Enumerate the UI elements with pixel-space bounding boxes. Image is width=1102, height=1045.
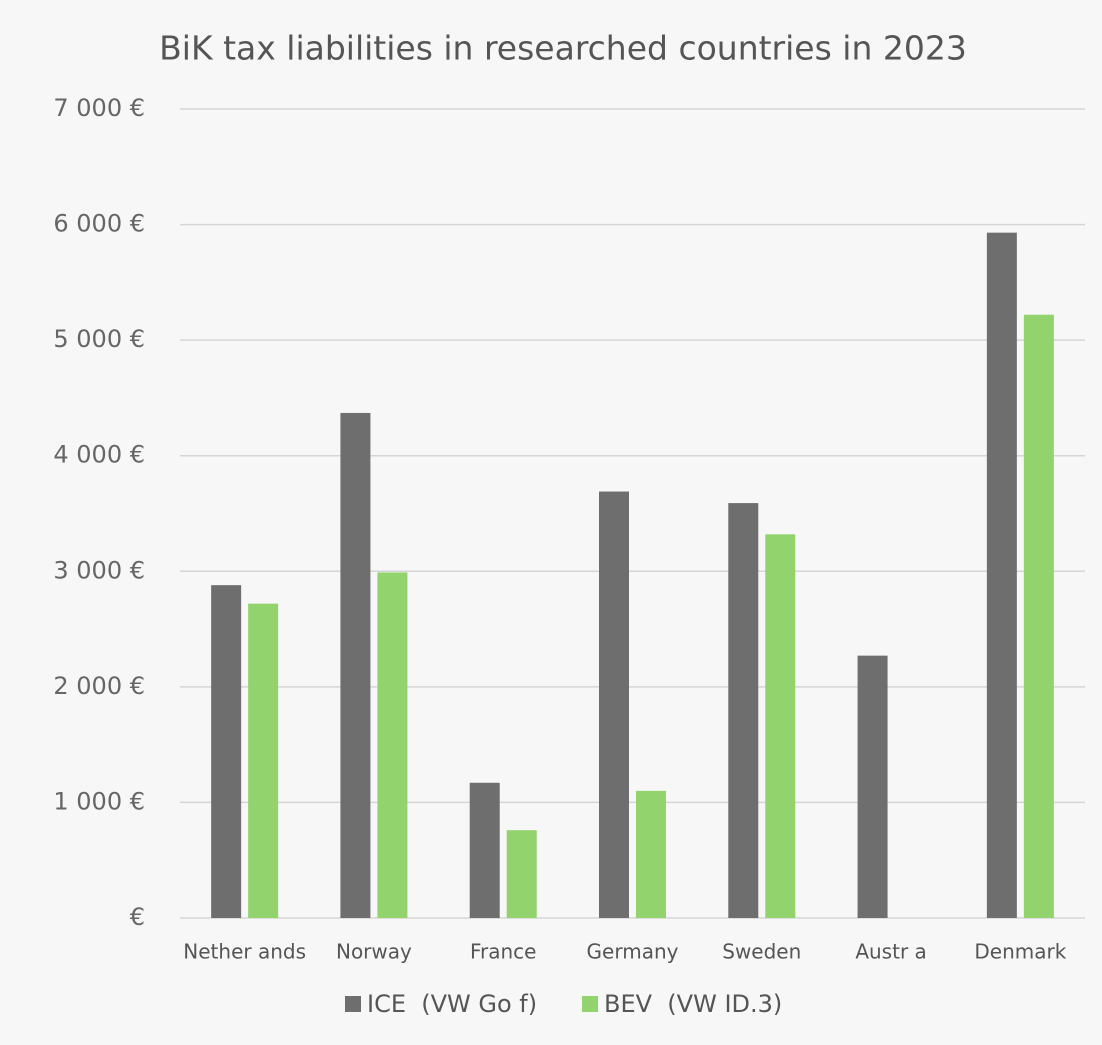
y-tick-label: 3 000 € bbox=[53, 556, 145, 584]
x-tick-label: Denmark bbox=[974, 940, 1066, 964]
bar bbox=[340, 412, 371, 918]
bar bbox=[857, 655, 888, 918]
bar bbox=[211, 585, 242, 918]
bar bbox=[765, 534, 796, 918]
legend-swatch bbox=[345, 996, 361, 1012]
bar bbox=[986, 232, 1017, 918]
x-tick-label: Germany bbox=[587, 940, 679, 964]
bar bbox=[636, 790, 666, 918]
y-tick-label: 5 000 € bbox=[53, 325, 145, 353]
legend-label: BEV (VW ID.3) bbox=[604, 990, 782, 1018]
y-tick-label: € bbox=[130, 903, 145, 931]
legend-swatch bbox=[582, 996, 598, 1012]
x-tick-label: Nether ands bbox=[183, 940, 306, 964]
x-tick-label: France bbox=[470, 940, 537, 964]
bar bbox=[599, 491, 629, 918]
x-tick-label: Sweden bbox=[722, 940, 801, 964]
bar bbox=[506, 830, 537, 918]
bar bbox=[377, 572, 408, 918]
bar bbox=[1023, 314, 1054, 918]
bar bbox=[728, 503, 759, 918]
y-tick-label: 6 000 € bbox=[53, 210, 145, 238]
legend-label: ICE (VW Go f) bbox=[367, 990, 537, 1018]
x-tick-label: Norway bbox=[336, 940, 412, 964]
bar bbox=[248, 603, 279, 918]
x-tick-label: Austr a bbox=[855, 940, 926, 964]
bar bbox=[469, 782, 500, 918]
y-tick-label: 2 000 € bbox=[53, 672, 145, 700]
y-tick-label: 4 000 € bbox=[53, 441, 145, 469]
y-tick-label: 1 000 € bbox=[53, 787, 145, 815]
chart-title: BiK tax liabilities in researched countr… bbox=[159, 29, 967, 68]
y-tick-label: 7 000 € bbox=[53, 94, 145, 122]
